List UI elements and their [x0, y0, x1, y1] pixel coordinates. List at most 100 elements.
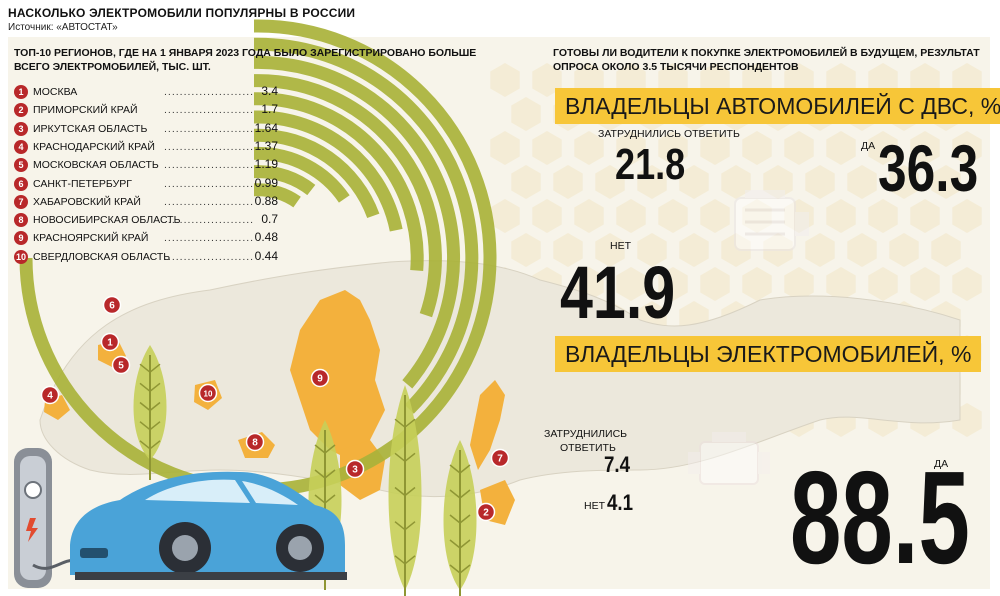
trees — [133, 345, 477, 596]
hexagon-cell — [700, 199, 730, 233]
leader-dots: .................................... — [164, 122, 254, 135]
ice-no-value: 41.9 — [560, 251, 676, 334]
region-name: МОСКВА — [33, 86, 78, 98]
hexagon-cell — [658, 267, 688, 301]
region-value: 1.7 — [261, 102, 278, 117]
ev-no-value: 4.1 — [607, 490, 634, 515]
banner-ev-owners: ВЛАДЕЛЬЦЫ ЭЛЕКТРОМОБИЛЕЙ, % — [555, 336, 982, 372]
ice-unsure-label: ЗАТРУДНИЛИСЬ ОТВЕТИТЬ — [598, 128, 740, 140]
ev-yes-value: 88.5 — [790, 444, 970, 591]
source-label: Источник: «АВТОСТАТ» — [8, 22, 118, 33]
tree-icon — [443, 440, 477, 596]
map-outline — [39, 260, 961, 498]
region-arc-bar — [19, 19, 497, 497]
region-value: 3.4 — [261, 84, 278, 98]
hexagon-cell — [805, 233, 835, 267]
hexagon-cell — [595, 233, 625, 267]
region-arc-bar — [254, 183, 301, 208]
region-arc-bar — [254, 128, 380, 219]
motor-icon — [734, 190, 809, 251]
region-arc-bar — [254, 55, 461, 389]
region-value: 0.48 — [254, 230, 278, 245]
region-row: 9 КРАСНОЯРСКИЙ КРАЙ......................… — [14, 230, 284, 246]
region-marker-label: 1 — [107, 338, 113, 349]
leader-dots: .................................... — [164, 214, 254, 227]
ice-unsure-value: 21.8 — [615, 140, 686, 189]
region-value: 1.64 — [254, 120, 278, 135]
hexagon-cell — [616, 199, 646, 233]
region-marker: 9 — [310, 368, 330, 388]
hexagon-cell — [826, 131, 856, 165]
region-rank-badge: 6 — [14, 176, 28, 191]
region-marker: 2 — [476, 502, 496, 522]
hexagon-cell — [574, 199, 604, 233]
region-marker-label: 4 — [47, 391, 53, 402]
hexagon-cell — [679, 233, 709, 267]
hexagon-cell — [784, 267, 814, 301]
ice-yes-label: ДА — [861, 140, 876, 152]
hexagon-cell — [616, 131, 646, 165]
hexagon-cell — [553, 165, 583, 199]
region-marker: 10 — [198, 383, 218, 403]
hexagon-cell — [490, 63, 520, 97]
ev-unsure-label-1: ЗАТРУДНИЛИСЬ — [544, 428, 628, 440]
region-row: 7 ХАБАРОВСКИЙ КРАЙ.......................… — [14, 194, 284, 210]
region-rank-badge: 4 — [14, 139, 28, 154]
region-marker-label: 7 — [497, 454, 503, 465]
region-value: 1.37 — [254, 138, 278, 153]
region-name: ИРКУТСКАЯ ОБЛАСТЬ — [33, 122, 148, 135]
region-marker: 3 — [345, 459, 365, 479]
hexagon-cell — [679, 165, 709, 199]
tree-icon — [388, 385, 422, 596]
region-arc-bar — [254, 37, 479, 414]
hexagon-cell — [490, 131, 520, 165]
region-arc-bar — [254, 92, 424, 272]
hexagon-cell — [595, 165, 625, 199]
region-marker-label: 5 — [118, 361, 124, 372]
region-name: САНКТ-ПЕТЕРБУРГ — [33, 177, 132, 190]
region-row: 5 МОСКОВСКАЯ ОБЛАСТЬ.....................… — [14, 157, 284, 173]
region-rank-badge: 3 — [14, 121, 28, 136]
region-name: ХАБАРОВСКИЙ КРАЙ — [33, 195, 141, 208]
region-row: 10 СВЕРДЛОВСКАЯ ОБЛАСТЬ..................… — [14, 249, 284, 265]
hexagon-cell — [826, 199, 856, 233]
hexagon-cell — [658, 199, 688, 233]
hexagon-cell — [868, 199, 898, 233]
hexagon-cell — [553, 233, 583, 267]
region-arc-bar — [254, 74, 442, 318]
hexagon-cell — [952, 131, 982, 165]
region-rank-badge: 5 — [14, 158, 28, 173]
region-name: НОВОСИБИРСКАЯ ОБЛАСТЬ — [33, 214, 181, 227]
hexagon-cell — [847, 165, 877, 199]
hexagon-cell — [952, 267, 982, 301]
hexagon-cell — [532, 131, 562, 165]
hexagon-cell — [910, 199, 940, 233]
region-name: МОСКОВСКАЯ ОБЛАСТЬ — [33, 159, 159, 172]
region-rank-badge: 10 — [14, 249, 28, 264]
region-value: 0.99 — [254, 175, 278, 190]
region-marker: 7 — [490, 448, 510, 468]
hexagon-cell — [826, 267, 856, 301]
ev-unsure-value: 7.4 — [604, 452, 631, 477]
hexagon-cell — [574, 131, 604, 165]
region-marker: 5 — [111, 355, 131, 375]
hexagon-cell — [532, 199, 562, 233]
leader-dots: .................................... — [164, 195, 254, 208]
region-marker: 8 — [245, 432, 265, 452]
hexagon-cell — [742, 267, 772, 301]
region-name: СВЕРДЛОВСКАЯ ОБЛАСТЬ — [33, 250, 171, 263]
region-row: 1 МОСКВА.................................… — [14, 84, 284, 100]
regions-chart-title: ТОП-10 РЕГИОНОВ, ГДЕ НА 1 ЯНВАРЯ 2023 ГО… — [14, 47, 477, 73]
hexagon-cell — [637, 233, 667, 267]
hexagon-cell — [847, 233, 877, 267]
leader-dots: .................................... — [164, 104, 254, 117]
region-marker-label: 6 — [109, 301, 115, 312]
region-marker-label: 2 — [483, 508, 489, 519]
region-arc-bar — [254, 110, 403, 232]
region-krasnoyarsk — [290, 290, 385, 460]
leader-dots: .................................... — [164, 86, 254, 98]
region-rank-badge: 7 — [14, 194, 28, 209]
tree-icon — [133, 345, 167, 480]
region-marker: 4 — [40, 385, 60, 405]
hexagon-cell — [931, 165, 961, 199]
